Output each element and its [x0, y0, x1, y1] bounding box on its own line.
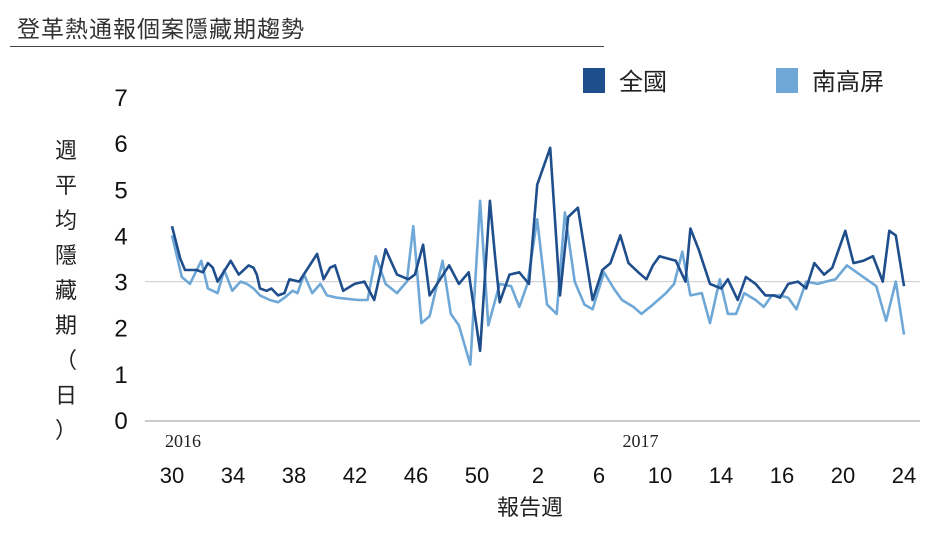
x-tick-label: 38: [282, 463, 306, 488]
y-axis-title-char: 均: [55, 209, 77, 234]
y-axis-title-char: 藏: [55, 279, 77, 304]
y-tick-label: 4: [114, 223, 127, 250]
y-axis-title-char: 期: [55, 314, 77, 339]
x-tick-label: 34: [221, 463, 245, 488]
legend-label: 全國: [619, 68, 667, 96]
y-tick-label: 5: [114, 177, 127, 204]
legend: 全國 南高屏: [583, 68, 884, 96]
x-tick-label: 20: [831, 463, 855, 488]
x-tick-label: 16: [770, 463, 794, 488]
x-tick-label: 14: [709, 463, 733, 488]
y-tick-label: 1: [114, 362, 127, 389]
year-labels: 2016 2017: [165, 431, 659, 451]
series-lines: [170, 146, 906, 366]
x-tick-label: 42: [343, 463, 367, 488]
chart-title: 登革熱通報個案隱藏期趨勢: [17, 17, 305, 43]
y-axis-title-char: 週: [55, 139, 77, 164]
y-tick-label: 2: [114, 316, 127, 343]
y-axis-title-char: （: [55, 349, 77, 374]
y-axis-title-char: 隱: [55, 244, 77, 269]
x-tick-label: 10: [648, 463, 672, 488]
y-axis-title-char: 平: [55, 174, 77, 199]
x-tick-label: 2: [532, 463, 544, 488]
x-tick-label: 6: [593, 463, 605, 488]
y-tick-label: 3: [114, 270, 127, 297]
year-label: 2016: [165, 431, 201, 451]
y-tick-label: 7: [114, 85, 127, 112]
x-axis-title: 報告週: [497, 496, 563, 521]
y-tick-label: 6: [114, 131, 127, 158]
x-tick-labels: 30 34 38 42 46 50 2 6 10 14 16 20 24: [160, 463, 916, 488]
legend-swatch: [776, 68, 798, 93]
x-tick-label: 46: [404, 463, 428, 488]
y-axis-title-char: ）: [55, 419, 77, 444]
x-tick-label: 50: [465, 463, 489, 488]
year-label: 2017: [623, 431, 659, 451]
x-tick-label: 24: [892, 463, 916, 488]
y-tick-label: 0: [114, 408, 127, 435]
y-axis-title-char: 日: [55, 384, 77, 409]
title-underline: [10, 46, 604, 47]
x-tick-label: 30: [160, 463, 184, 488]
legend-swatch: [583, 68, 605, 93]
legend-label: 南高屏: [812, 68, 884, 96]
y-tick-labels: 0 1 2 3 4 5 6 7: [114, 85, 127, 435]
series-line-national: [170, 146, 906, 353]
